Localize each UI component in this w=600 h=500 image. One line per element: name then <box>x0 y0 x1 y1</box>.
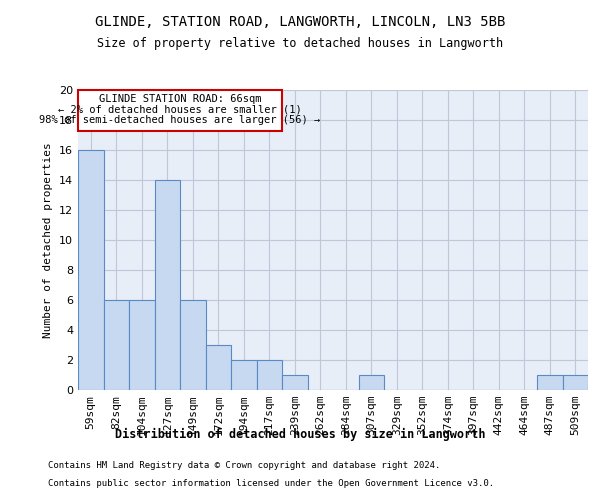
Bar <box>104 300 129 390</box>
Bar <box>282 375 308 390</box>
Bar <box>359 375 384 390</box>
Text: Size of property relative to detached houses in Langworth: Size of property relative to detached ho… <box>97 38 503 51</box>
Y-axis label: Number of detached properties: Number of detached properties <box>43 142 53 338</box>
Bar <box>155 180 180 390</box>
Text: Contains HM Land Registry data © Crown copyright and database right 2024.: Contains HM Land Registry data © Crown c… <box>48 461 440 470</box>
Text: 98% of semi-detached houses are larger (56) →: 98% of semi-detached houses are larger (… <box>40 115 320 125</box>
Bar <box>537 375 563 390</box>
Text: Distribution of detached houses by size in Langworth: Distribution of detached houses by size … <box>115 428 485 440</box>
Text: GLINDE, STATION ROAD, LANGWORTH, LINCOLN, LN3 5BB: GLINDE, STATION ROAD, LANGWORTH, LINCOLN… <box>95 15 505 29</box>
Text: Contains public sector information licensed under the Open Government Licence v3: Contains public sector information licen… <box>48 478 494 488</box>
FancyBboxPatch shape <box>78 90 282 130</box>
Bar <box>180 300 205 390</box>
Bar <box>257 360 282 390</box>
Bar <box>231 360 257 390</box>
Text: ← 2% of detached houses are smaller (1): ← 2% of detached houses are smaller (1) <box>58 104 302 115</box>
Text: GLINDE STATION ROAD: 66sqm: GLINDE STATION ROAD: 66sqm <box>99 94 261 104</box>
Bar <box>129 300 155 390</box>
Bar <box>563 375 588 390</box>
Bar <box>205 345 231 390</box>
Bar <box>78 150 104 390</box>
